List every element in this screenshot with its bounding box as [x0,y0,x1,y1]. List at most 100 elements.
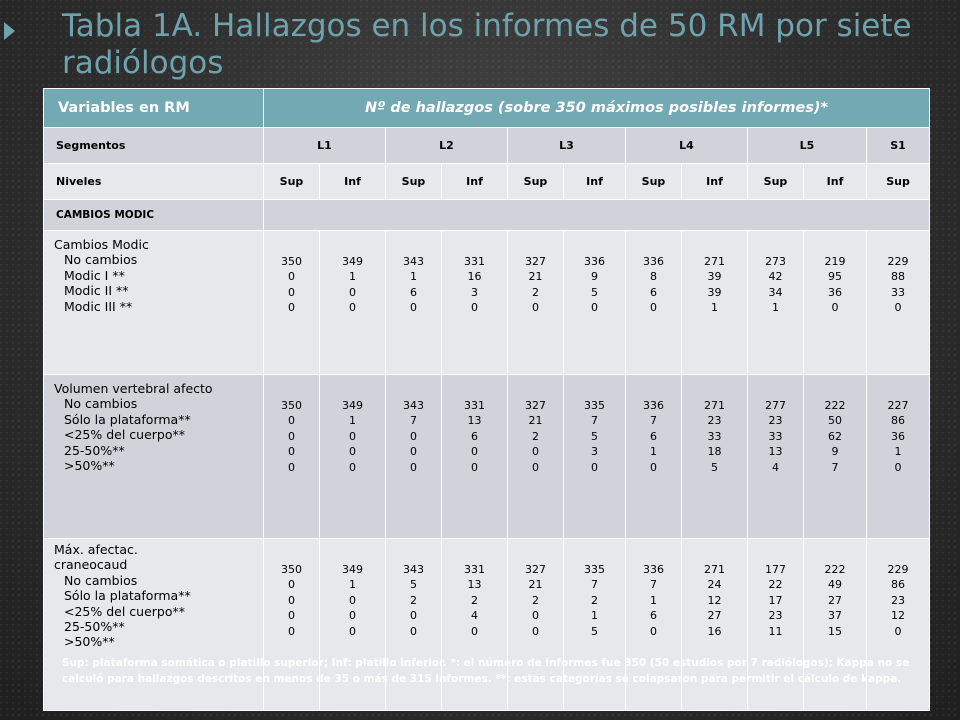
value: 1 [894,445,902,459]
value: 0 [894,460,902,474]
hallazgos-header: Nº de hallazgos (sobre 350 máximos posib… [262,88,931,128]
value: 0 [288,414,295,428]
value: 88 [891,270,906,284]
value: 17 [768,593,783,607]
value: 2 [532,285,539,299]
value: 1 [711,301,718,315]
value-cell: 271 39 39 1 [681,230,748,375]
row-label-cell: Cambios Modic No cambios Modic I ** Modi… [43,230,264,375]
value: 327 [525,399,546,412]
row-sub-label: No cambios [64,572,138,588]
value: 5 [591,624,598,638]
value: 5 [591,429,598,443]
value: 0 [894,624,902,638]
value: 0 [471,624,478,638]
value: 1 [591,609,598,623]
value-cell: 227 86 36 1 0 [865,374,931,539]
value-cell: 222 50 62 9 7 [803,374,867,539]
value: 327 [525,563,546,576]
value: 343 [403,255,424,268]
value: 335 [584,563,605,576]
value: 18 [707,445,722,459]
value: 350 [281,255,302,268]
value: 7 [831,460,839,474]
value: 177 [765,563,786,576]
value: 0 [471,445,478,459]
value: 0 [410,460,417,474]
value: 1 [349,578,356,592]
value-cell: 349 1 0 0 [319,230,386,375]
value-cell: 335 7 5 3 0 [563,374,626,539]
row-title-continued: craneocaud [54,557,128,573]
value: 0 [532,609,539,623]
segment-cell: L4 [625,127,748,164]
segment-cell: L3 [507,127,626,164]
value: 6 [650,285,657,299]
row-sub-label: Modic II ** [64,283,129,299]
value: 8 [650,270,657,284]
value: 22 [768,578,783,592]
value: 23 [768,414,783,428]
value: 16 [707,624,722,638]
value: 0 [532,301,539,315]
value: 7 [591,414,598,428]
value: 343 [403,399,424,412]
value-cell: 271 24 12 27 16 [681,538,748,711]
value: 0 [831,301,839,315]
value: 271 [704,399,725,412]
nivel-cell: Inf [319,163,386,200]
value-cell: 271 23 33 18 5 [681,374,748,539]
value: 2 [532,429,539,443]
value-cell: 350 0 0 0 [263,230,320,375]
value: 42 [768,270,783,284]
value: 0 [410,301,417,315]
value: 0 [349,429,356,443]
row-sub-label: Sólo la plataforma** [64,411,191,427]
value: 0 [410,624,417,638]
nivel-cell: Inf [681,163,748,200]
value: 0 [288,445,295,459]
value-cell: 343 1 6 0 [385,230,442,375]
value: 37 [828,609,842,623]
value: 21 [528,578,543,592]
value-cell: 336 9 5 0 [563,230,626,375]
value-cell: 350 0 0 0 0 [263,374,320,539]
value-cell: 327 21 2 0 [507,230,564,375]
value: 271 [704,563,725,576]
value: 9 [591,270,598,284]
value: 9 [831,445,839,459]
value: 0 [532,624,539,638]
value: 7 [591,578,598,592]
slide-title: Tabla 1A. Hallazgos en los informes de 5… [62,8,912,81]
value: 0 [349,285,356,299]
value: 0 [288,429,295,443]
value: 1 [410,270,417,284]
value-cell: 327 21 2 0 0 [507,374,564,539]
value: 222 [824,399,846,412]
value: 0 [288,285,295,299]
value: 36 [828,285,842,299]
row-sub-label: Modic III ** [64,298,133,314]
value: 0 [288,301,295,315]
value: 349 [342,563,363,576]
value: 227 [887,399,909,412]
segment-cell: L5 [747,127,867,164]
value-cell: 327 21 2 0 0 [507,538,564,711]
nivel-cell: Sup [263,163,320,200]
value: 331 [464,399,485,412]
value: 2 [471,593,478,607]
value: 7 [650,578,657,592]
segment-cell: S1 [865,127,931,164]
value: 0 [288,578,295,592]
value: 0 [349,609,356,623]
section-label: CAMBIOS MODIC [43,199,264,231]
value: 0 [894,301,902,315]
value: 0 [349,301,356,315]
value: 0 [471,460,478,474]
value-cell: 229 88 33 0 [865,230,931,375]
value: 6 [650,429,657,443]
value: 1 [772,301,779,315]
value: 5 [410,578,417,592]
nivel-cell: Inf [803,163,867,200]
value-cell: 222 49 27 37 15 [803,538,867,711]
